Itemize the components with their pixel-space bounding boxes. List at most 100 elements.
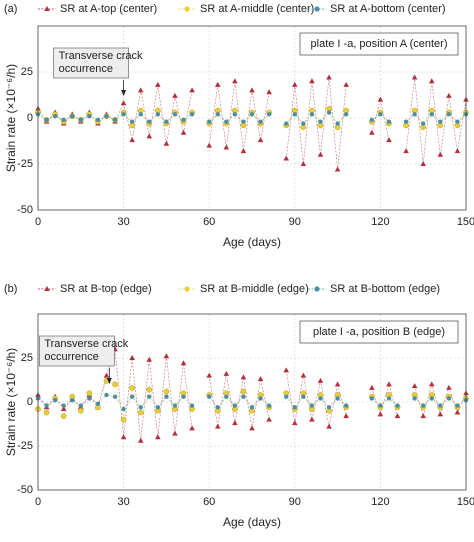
marker bbox=[112, 381, 118, 388]
series-line bbox=[37, 394, 467, 410]
marker bbox=[343, 413, 349, 419]
marker bbox=[412, 112, 417, 117]
marker bbox=[95, 117, 101, 123]
marker bbox=[455, 119, 460, 124]
marker bbox=[369, 396, 375, 401]
marker bbox=[343, 81, 349, 87]
marker bbox=[403, 148, 409, 154]
marker bbox=[301, 394, 306, 399]
marker bbox=[129, 137, 135, 143]
x-tick-label: 0 bbox=[35, 496, 41, 508]
marker bbox=[189, 87, 195, 93]
marker bbox=[163, 140, 170, 146]
y-tick-label: -50 bbox=[17, 204, 33, 216]
y-tick-label: -25 bbox=[17, 158, 33, 170]
marker bbox=[437, 411, 444, 417]
marker bbox=[137, 437, 144, 443]
marker bbox=[249, 87, 255, 93]
y-tick-label: 0 bbox=[27, 112, 33, 124]
marker bbox=[146, 386, 153, 393]
y-axis-label: Strain rate (×10⁻⁶/h) bbox=[4, 64, 18, 172]
marker bbox=[240, 148, 247, 154]
marker bbox=[334, 166, 341, 172]
marker bbox=[232, 420, 238, 426]
marker bbox=[78, 403, 84, 408]
x-tick-label: 60 bbox=[203, 496, 215, 508]
marker bbox=[78, 117, 84, 123]
callout-text: Transverse crack occurrence bbox=[59, 50, 143, 75]
y-tick-label: 0 bbox=[27, 396, 33, 408]
marker bbox=[121, 112, 126, 117]
marker bbox=[52, 113, 58, 119]
marker bbox=[120, 416, 127, 423]
marker bbox=[420, 413, 426, 419]
marker bbox=[378, 112, 383, 117]
marker bbox=[172, 112, 178, 117]
legend-label: SR at B-middle (edge) bbox=[200, 283, 309, 295]
marker bbox=[455, 403, 460, 408]
marker bbox=[257, 137, 264, 143]
annotation: plate I -a, position A (center) bbox=[311, 38, 448, 50]
marker bbox=[394, 413, 401, 419]
marker bbox=[378, 403, 383, 408]
marker bbox=[61, 117, 66, 123]
marker bbox=[87, 396, 92, 401]
x-tick-label: 30 bbox=[117, 496, 129, 508]
legend-marker bbox=[314, 286, 320, 292]
panel-label: (a) bbox=[4, 3, 17, 15]
legend-label: SR at B-bottom (edge) bbox=[330, 283, 440, 295]
marker bbox=[43, 409, 50, 416]
marker bbox=[446, 112, 452, 117]
marker bbox=[283, 155, 290, 161]
x-tick-label: 30 bbox=[117, 216, 129, 228]
marker bbox=[411, 74, 418, 80]
marker bbox=[438, 119, 443, 124]
marker bbox=[70, 398, 75, 403]
marker bbox=[421, 121, 426, 126]
marker bbox=[283, 367, 290, 373]
marker bbox=[52, 398, 58, 403]
marker bbox=[60, 406, 67, 412]
marker bbox=[181, 394, 186, 399]
marker bbox=[232, 112, 238, 117]
marker bbox=[386, 119, 392, 124]
marker bbox=[266, 89, 272, 95]
marker bbox=[189, 425, 195, 431]
marker bbox=[61, 403, 66, 408]
marker bbox=[172, 92, 178, 98]
marker bbox=[137, 409, 144, 416]
marker bbox=[292, 405, 297, 410]
marker bbox=[215, 405, 220, 410]
marker bbox=[172, 430, 178, 436]
marker bbox=[437, 151, 444, 157]
marker bbox=[223, 370, 230, 376]
marker bbox=[326, 110, 332, 115]
marker bbox=[334, 381, 341, 387]
marker bbox=[155, 112, 161, 117]
legend-marker bbox=[44, 286, 50, 291]
marker bbox=[411, 383, 418, 389]
marker bbox=[164, 119, 169, 124]
marker bbox=[412, 396, 417, 401]
marker bbox=[292, 81, 298, 87]
marker bbox=[70, 113, 75, 119]
marker bbox=[317, 377, 324, 383]
marker bbox=[155, 81, 161, 87]
marker bbox=[129, 394, 135, 399]
marker bbox=[292, 112, 297, 117]
marker bbox=[326, 423, 332, 429]
marker bbox=[224, 394, 229, 399]
y-tick-label: -25 bbox=[17, 440, 33, 452]
marker bbox=[214, 423, 221, 429]
marker bbox=[446, 384, 452, 390]
marker bbox=[180, 129, 187, 135]
marker bbox=[146, 356, 153, 362]
marker bbox=[138, 405, 143, 410]
marker bbox=[207, 394, 212, 399]
marker bbox=[163, 353, 170, 359]
marker bbox=[60, 413, 67, 419]
marker bbox=[249, 405, 255, 410]
marker bbox=[241, 394, 246, 399]
marker bbox=[257, 376, 264, 382]
x-axis-label: Age (days) bbox=[223, 235, 281, 249]
